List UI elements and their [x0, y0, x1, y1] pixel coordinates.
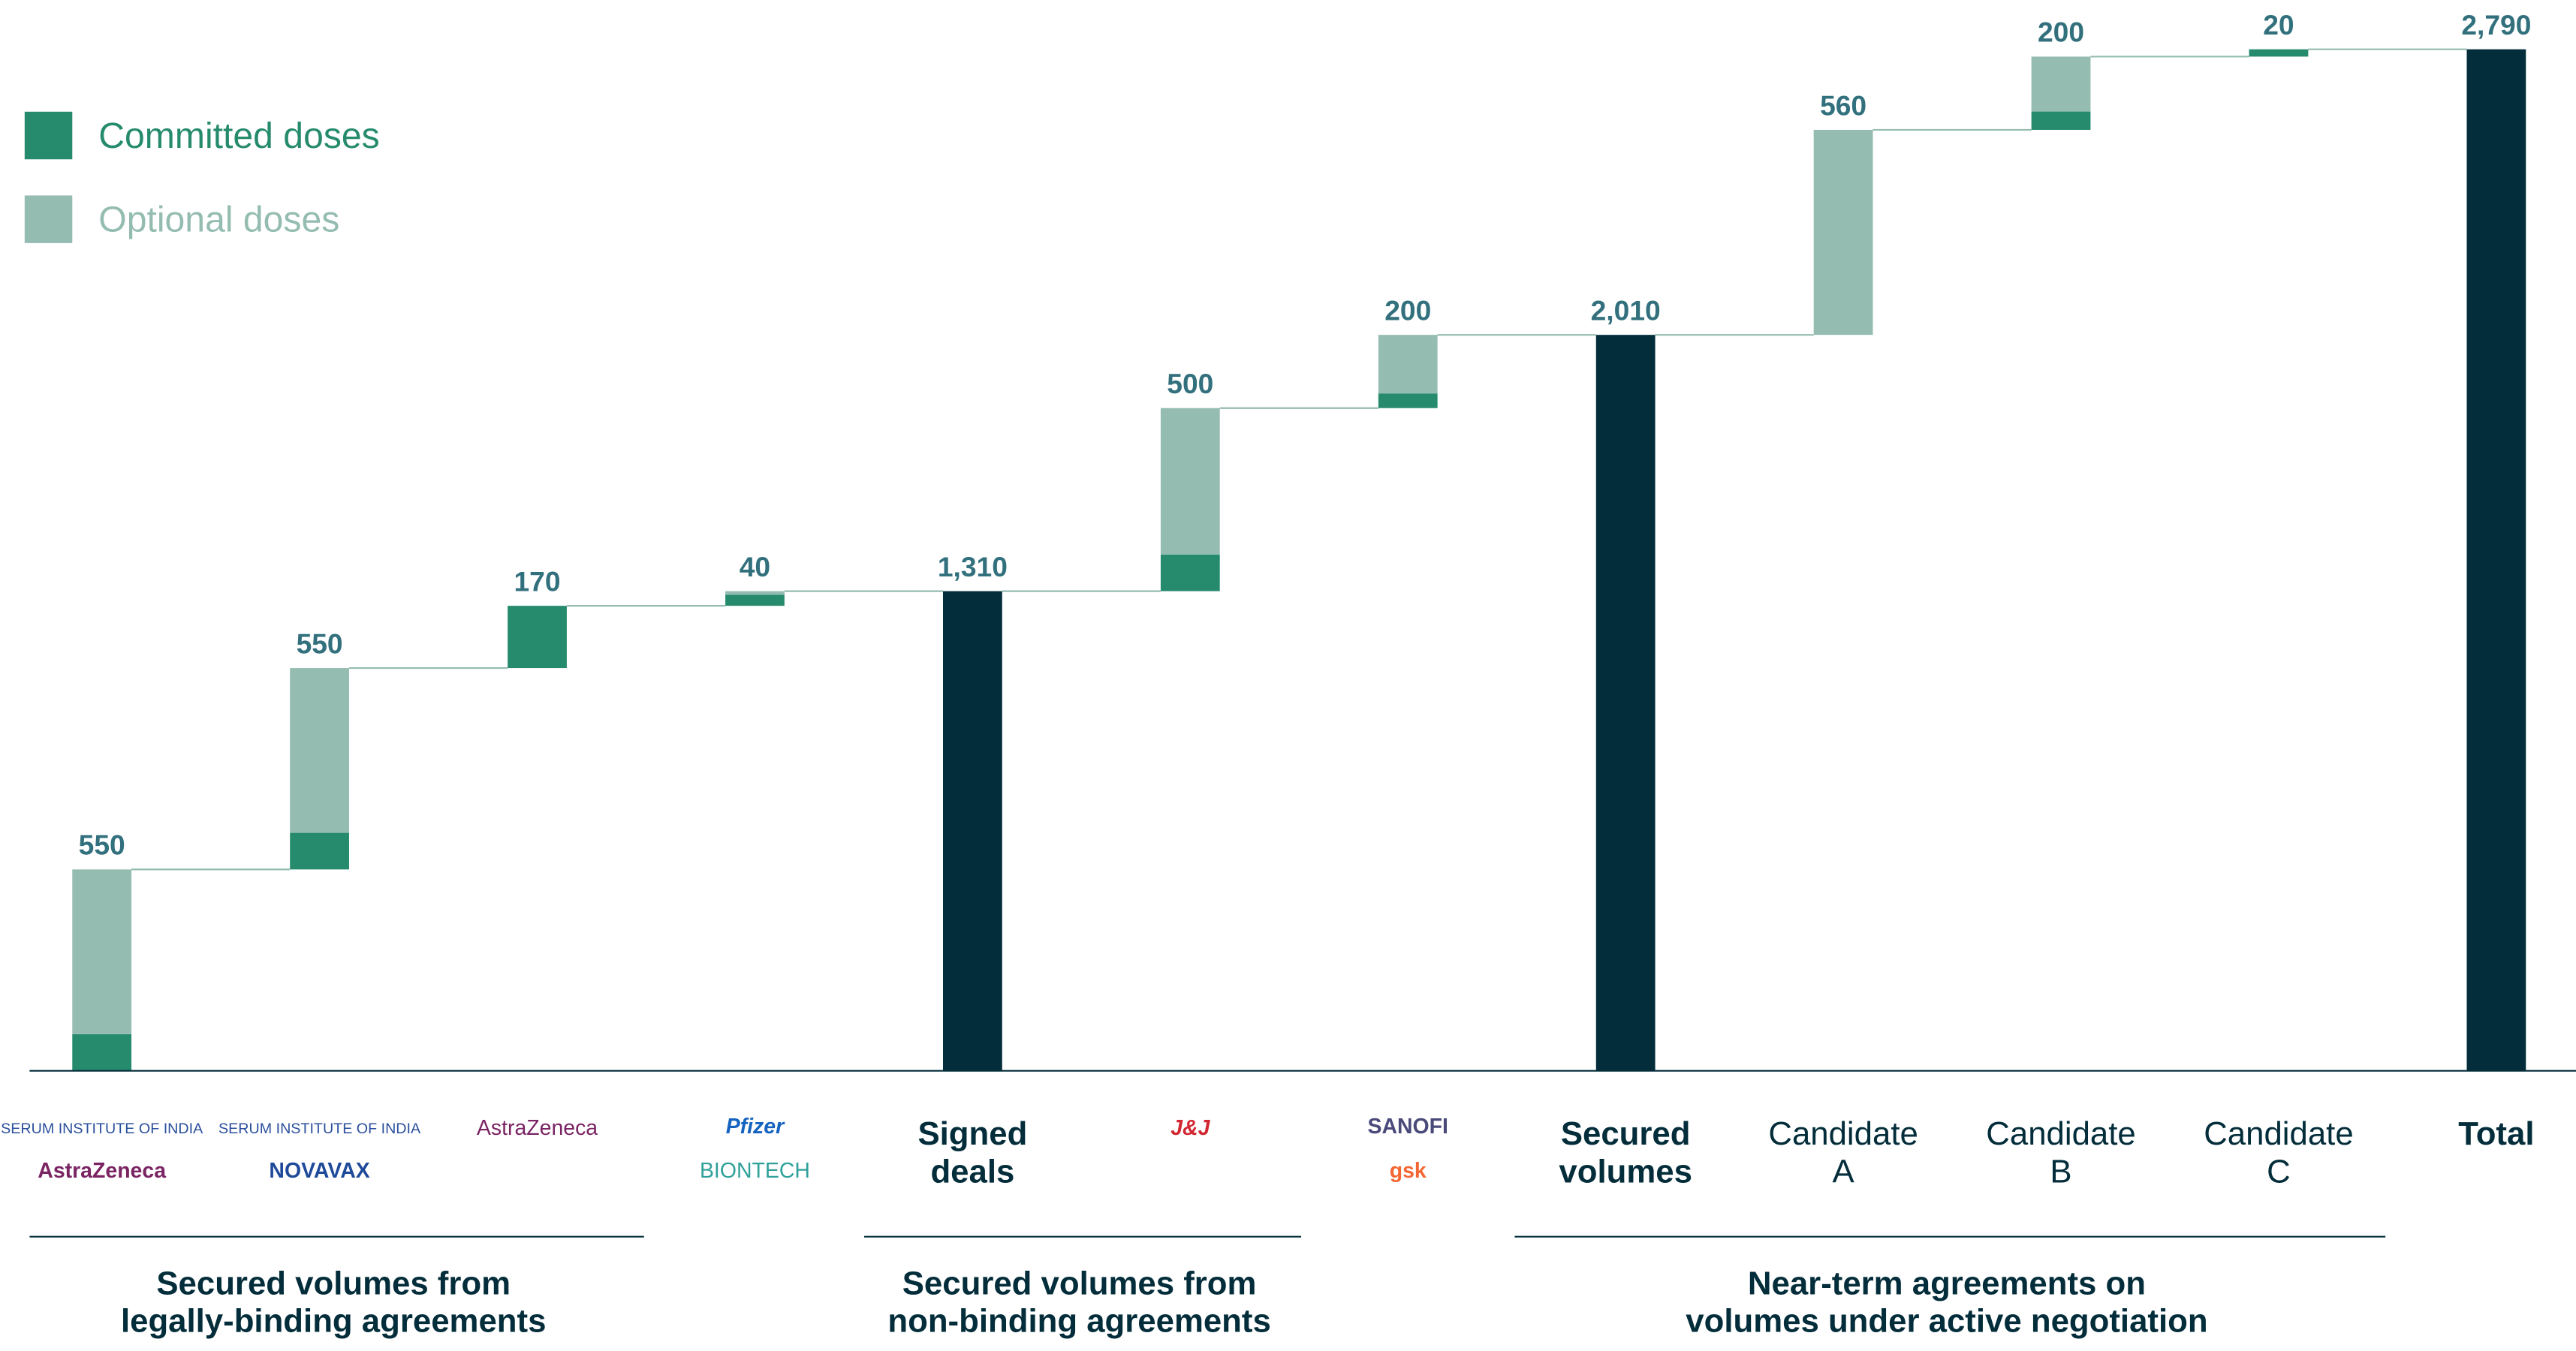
category-label: Candidate: [2204, 1115, 2353, 1152]
bar-segment: [72, 1034, 132, 1071]
logo: BIONTECH: [700, 1159, 810, 1183]
bar-segment: [1160, 554, 1220, 591]
category-label: A: [1832, 1153, 1854, 1190]
value-label: 550: [297, 627, 343, 659]
legend-swatch: [24, 195, 73, 243]
value-label: 560: [1820, 89, 1866, 121]
value-label: 500: [1167, 368, 1213, 399]
bar-segment: [1378, 335, 1438, 394]
value-label: 170: [514, 565, 560, 597]
bar-segment: [290, 832, 349, 870]
legend-label: Committed doses: [98, 116, 379, 156]
value-label: 550: [79, 829, 125, 861]
logo: SERUM INSTITUTE OF INDIA: [218, 1121, 421, 1137]
group-label: non-binding agreements: [887, 1303, 1270, 1340]
legend-swatch: [24, 111, 73, 160]
group-label: volumes under active negotiation: [1686, 1303, 2207, 1340]
logo: AstraZeneca: [38, 1159, 166, 1183]
logo: Pfizer: [726, 1115, 785, 1139]
subtotal-bar: [942, 591, 1002, 1071]
bar-segment: [725, 591, 785, 595]
category-label: Signed: [917, 1115, 1027, 1152]
group-label: legally-binding agreements: [121, 1303, 546, 1340]
value-label: 1,310: [938, 551, 1008, 582]
group-label: Secured volumes from: [902, 1265, 1257, 1301]
logo: SANOFI: [1368, 1115, 1448, 1139]
group-label: Secured volumes from: [156, 1265, 511, 1301]
bar-segment: [2249, 49, 2309, 57]
value-label: 200: [1384, 294, 1431, 326]
category-label: Candidate: [1986, 1115, 2135, 1152]
bar-segment: [1813, 129, 1873, 335]
legend-label: Optional doses: [98, 200, 339, 240]
value-label: 200: [2038, 17, 2084, 48]
category-label: Secured: [1561, 1115, 1691, 1152]
bar-segment: [508, 606, 567, 669]
category-label: volumes: [1559, 1153, 1692, 1190]
category-label: C: [2267, 1153, 2291, 1190]
logo: NOVAVAX: [269, 1159, 369, 1183]
logo: SERUM INSTITUTE OF INDIA: [1, 1121, 203, 1137]
category-label: B: [2050, 1153, 2071, 1190]
bar-segment: [1378, 393, 1438, 408]
logo: J&J: [1170, 1116, 1210, 1140]
bar-segment: [2031, 56, 2091, 112]
category-label: Candidate: [1768, 1115, 1918, 1152]
group-label: Near-term agreements on: [1748, 1265, 2146, 1301]
bar-segment: [290, 668, 349, 833]
category-label: Total: [2458, 1115, 2534, 1152]
value-label: 20: [2263, 9, 2294, 41]
bar-segment: [1160, 408, 1220, 555]
subtotal-bar: [2466, 49, 2526, 1071]
logo: gsk: [1390, 1159, 1427, 1183]
value-label: 2,790: [2461, 9, 2531, 41]
category-label: deals: [930, 1153, 1014, 1190]
bar-segment: [72, 869, 132, 1034]
value-label: 40: [740, 551, 770, 582]
logo: AstraZeneca: [477, 1116, 598, 1140]
value-label: 2,010: [1591, 294, 1661, 326]
bar-segment: [725, 594, 785, 606]
bar-segment: [2031, 111, 2091, 130]
subtotal-bar: [1595, 335, 1656, 1071]
